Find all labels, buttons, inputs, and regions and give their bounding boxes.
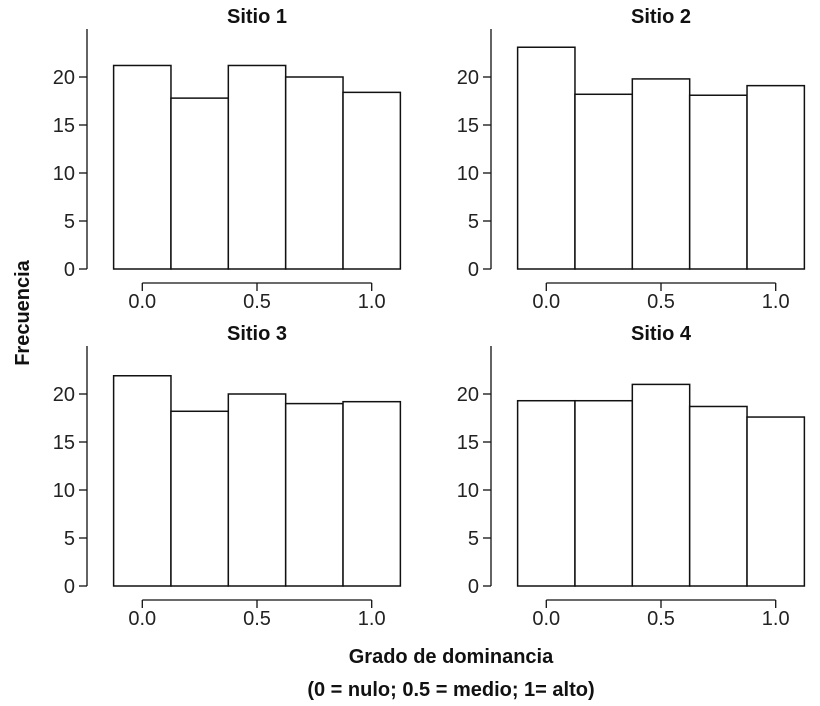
x-tick-label: 1.0 [762,291,790,313]
y-tick-label: 5 [64,528,75,550]
bar [342,400,402,587]
panel-title: Sitio 1 [227,6,287,28]
y-tick-label: 20 [53,384,75,406]
y-tick-label: 0 [468,259,479,281]
bar [631,383,691,587]
y-tick-label: 10 [53,163,75,185]
y-tick-label: 15 [53,432,75,454]
y-tick-label: 15 [457,115,479,137]
y-tick-label: 10 [53,480,75,502]
panel-3: Sitio 3 0 5 10 15 20 0.0 0.5 1.0 [53,323,402,630]
x-tick-label: 0.5 [647,291,675,313]
bar [227,64,287,270]
bar [574,93,634,270]
x-axis-title-line2: (0 = nulo; 0.5 = medio; 1= alto) [307,679,594,701]
x-tick-label: 0.0 [128,608,156,630]
bar [284,402,344,587]
bar [112,64,172,270]
x-tick-label: 1.0 [762,608,790,630]
bar [516,46,576,270]
bar [227,393,287,587]
bar [746,416,806,587]
x-tick-label: 0.0 [532,291,560,313]
y-tick-label: 0 [468,576,479,598]
y-tick-label: 15 [457,432,479,454]
y-tick-label: 5 [468,528,479,550]
y-tick-label: 20 [457,384,479,406]
x-tick-label: 0.0 [128,291,156,313]
bar [688,405,748,587]
bar [631,78,691,270]
panel-1: Sitio 1 0 5 10 15 20 0.0 0.5 1.0 [53,6,402,313]
x-tick-label: 0.5 [243,608,271,630]
y-tick-label: 5 [64,211,75,233]
y-tick-label: 0 [64,576,75,598]
panel-title: Sitio 2 [631,6,691,28]
bar [342,91,402,270]
x-axis-title-line1: Grado de dominancia [349,646,554,668]
y-tick-label: 10 [457,163,479,185]
y-tick-label: 15 [53,115,75,137]
panels-group: Sitio 1 0 5 10 15 20 0.0 0.5 1.0 Sitio 2 0 5 10 15 20 0… [53,6,806,630]
y-axis-title: Frecuencia [12,259,34,365]
x-tick-label: 1.0 [358,291,386,313]
x-tick-label: 0.5 [647,608,675,630]
bar [284,76,344,270]
bar [170,410,230,587]
y-tick-label: 5 [468,211,479,233]
bar [170,97,230,270]
panel-title: Sitio 3 [227,323,287,345]
panel-2: Sitio 2 0 5 10 15 20 0.0 0.5 1.0 [457,6,806,313]
x-tick-label: 0.0 [532,608,560,630]
bar [746,84,806,270]
bar [516,399,576,587]
bar [112,375,172,587]
bar [688,94,748,270]
y-tick-label: 20 [53,67,75,89]
panel-title: Sitio 4 [631,323,692,345]
y-tick-label: 10 [457,480,479,502]
x-tick-label: 0.5 [243,291,271,313]
bar [574,399,634,587]
panel-4: Sitio 4 0 5 10 15 20 0.0 0.5 1.0 [457,323,806,630]
x-tick-label: 1.0 [358,608,386,630]
y-tick-label: 0 [64,259,75,281]
y-tick-label: 20 [457,67,479,89]
